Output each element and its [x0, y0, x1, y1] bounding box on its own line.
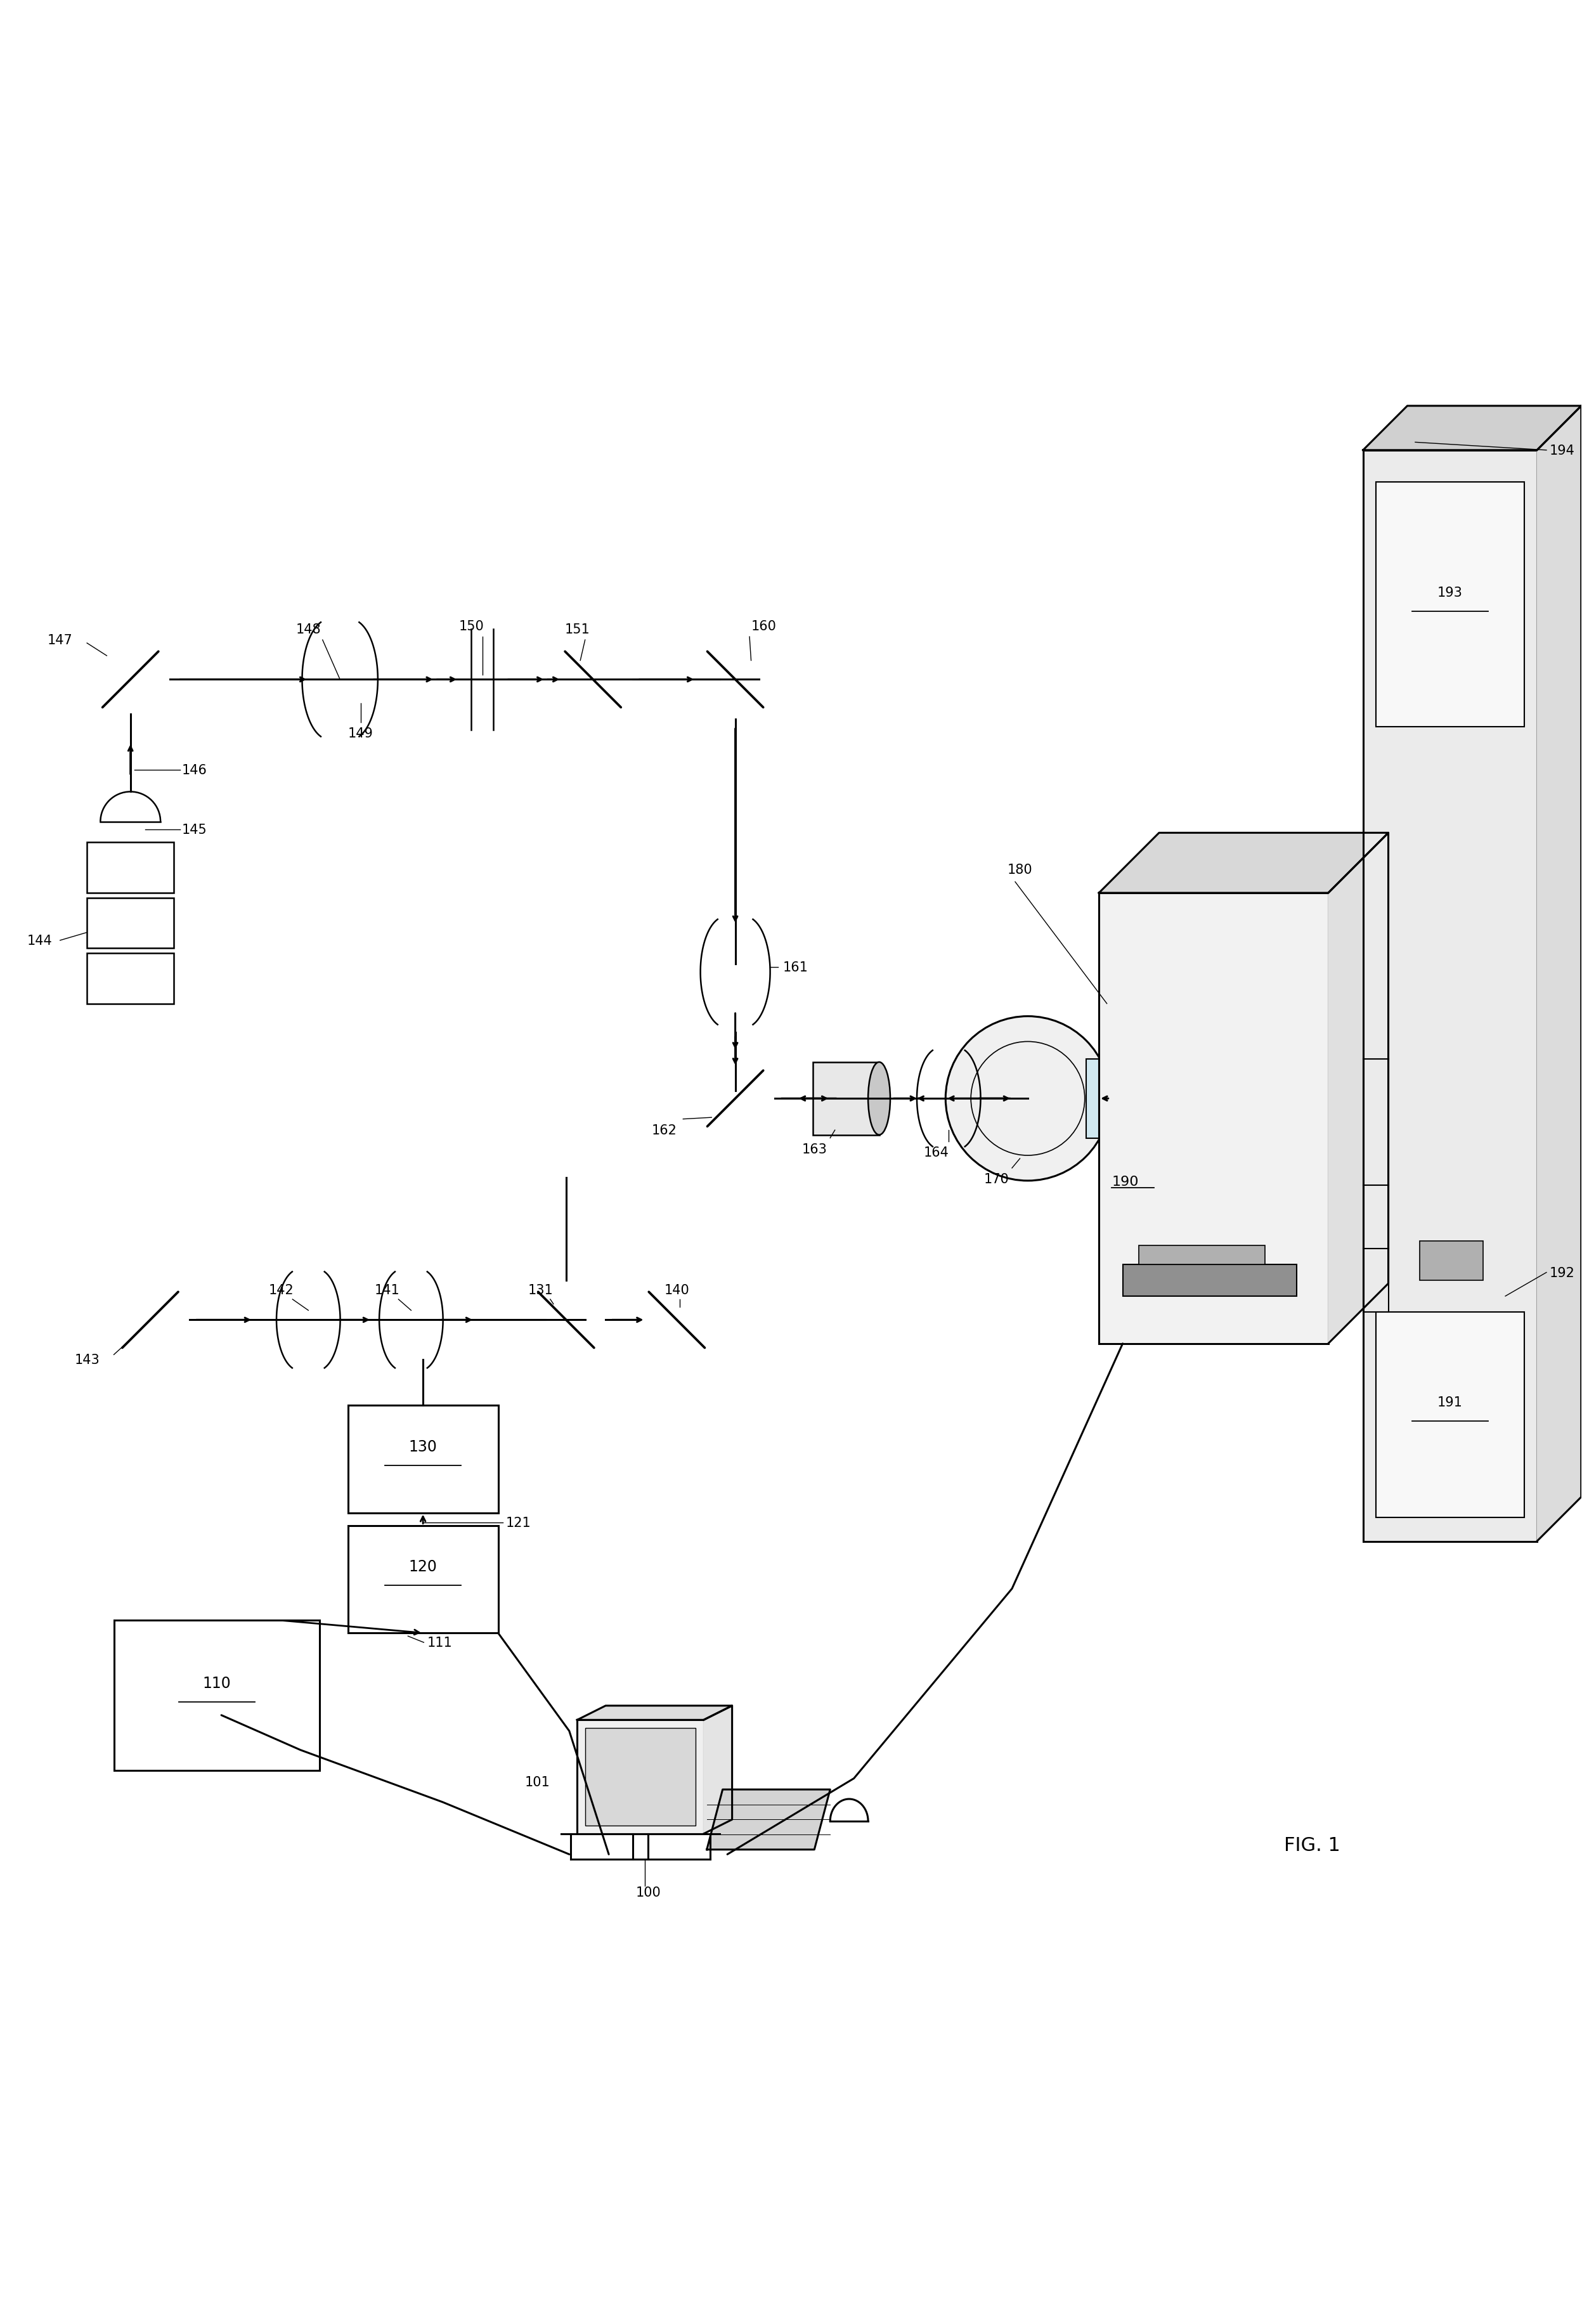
Text: 151: 151 [565, 623, 590, 634]
Text: 142: 142 [269, 1283, 294, 1297]
Text: 147: 147 [47, 634, 73, 646]
Bar [87, 844, 174, 892]
Text: 194: 194 [1550, 444, 1576, 458]
Bar [348, 1406, 498, 1513]
Polygon shape [1364, 407, 1582, 451]
Text: 120: 120 [408, 1559, 437, 1573]
Text: 145: 145 [182, 823, 207, 837]
Polygon shape [707, 1789, 831, 1850]
Bar [114, 1620, 320, 1771]
Bar [1376, 1313, 1525, 1518]
Text: 101: 101 [525, 1776, 551, 1787]
Circle shape [946, 1016, 1111, 1181]
Text: 149: 149 [348, 727, 373, 739]
Text: 130: 130 [408, 1439, 437, 1455]
Text: 162: 162 [652, 1125, 677, 1136]
Text: 121: 121 [506, 1515, 532, 1529]
Text: 161: 161 [783, 962, 808, 974]
Text: 180: 180 [1008, 862, 1033, 876]
Text: 143: 143 [74, 1353, 100, 1367]
Bar [585, 1729, 696, 1827]
Polygon shape [577, 1706, 732, 1720]
Bar [1376, 481, 1525, 727]
Polygon shape [1329, 834, 1389, 1343]
Bar [87, 953, 174, 1004]
Text: 150: 150 [459, 621, 484, 632]
Polygon shape [1099, 834, 1389, 892]
Text: 160: 160 [751, 621, 777, 632]
Bar [1139, 1246, 1266, 1264]
Text: 170: 170 [984, 1174, 1009, 1185]
Text: 148: 148 [296, 623, 321, 634]
Bar [1087, 1060, 1099, 1139]
Bar [577, 1720, 704, 1834]
Text: 163: 163 [802, 1143, 827, 1155]
Text: 140: 140 [664, 1283, 690, 1297]
Bar [348, 1525, 498, 1634]
Ellipse shape [869, 1062, 891, 1134]
Polygon shape [1538, 407, 1582, 1541]
Text: FIG. 1: FIG. 1 [1285, 1836, 1340, 1855]
Text: 141: 141 [375, 1283, 400, 1297]
Text: 190: 190 [1112, 1176, 1139, 1188]
Bar [1123, 1264, 1297, 1297]
Text: 192: 192 [1550, 1267, 1576, 1278]
Bar [813, 1062, 880, 1134]
Bar [1099, 892, 1329, 1343]
Text: 100: 100 [636, 1887, 661, 1899]
Bar [87, 897, 174, 948]
Text: 164: 164 [924, 1146, 949, 1160]
Polygon shape [704, 1706, 732, 1834]
Text: 191: 191 [1438, 1397, 1463, 1408]
Text: 131: 131 [528, 1283, 554, 1297]
Bar [1421, 1241, 1484, 1281]
Text: 144: 144 [27, 934, 52, 946]
Text: 146: 146 [182, 765, 207, 776]
Text: 110: 110 [202, 1676, 231, 1690]
Text: 111: 111 [427, 1636, 452, 1650]
Text: 193: 193 [1438, 586, 1463, 600]
Bar [1364, 451, 1538, 1541]
